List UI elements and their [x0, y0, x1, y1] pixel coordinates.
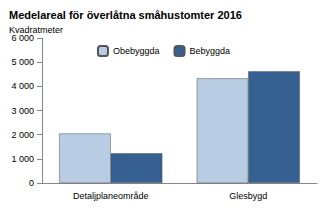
- svg-text:4 000: 4 000: [11, 81, 34, 91]
- svg-text:Glesbygd: Glesbygd: [229, 191, 267, 201]
- svg-text:3 000: 3 000: [11, 106, 34, 116]
- svg-text:Medelareal för överlåtna småhu: Medelareal för överlåtna småhustomter 20…: [9, 9, 242, 21]
- svg-text:0: 0: [29, 178, 34, 188]
- svg-text:2 000: 2 000: [11, 130, 34, 140]
- svg-text:6 000: 6 000: [11, 33, 34, 43]
- svg-text:Detaljplaneområde: Detaljplaneområde: [73, 191, 149, 201]
- svg-text:Kvadratmeter: Kvadratmeter: [9, 25, 63, 35]
- svg-text:5 000: 5 000: [11, 57, 34, 67]
- svg-text:1 000: 1 000: [11, 154, 34, 164]
- svg-text:Bebyggda: Bebyggda: [190, 46, 231, 56]
- svg-text:Obebyggda: Obebyggda: [113, 46, 160, 56]
